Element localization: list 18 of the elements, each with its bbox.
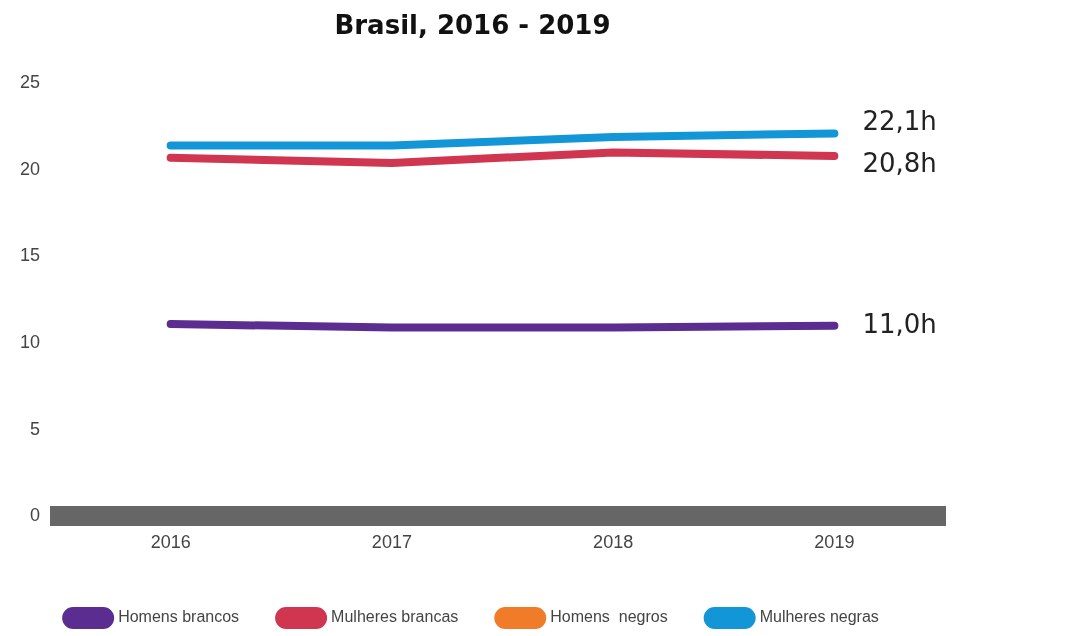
y-tick-label: 5 — [30, 418, 41, 439]
data-label: 22,1h — [862, 106, 937, 137]
legend-label: Mulheres negras — [759, 608, 879, 626]
data-label: 11,0h — [862, 308, 937, 339]
x-tick-label: 2017 — [371, 532, 412, 553]
x-tick-label: 2016 — [150, 532, 191, 553]
y-tick-label: 10 — [19, 332, 41, 353]
legend-label: Homens brancos — [118, 608, 240, 626]
x-tick-label: 2018 — [593, 532, 634, 553]
data-label: 20,8h — [862, 148, 937, 179]
x-tick-label: 2019 — [814, 532, 855, 553]
y-tick-label: 15 — [19, 245, 41, 266]
legend-label: Homens negros — [550, 608, 668, 626]
y-tick-label: 0 — [30, 505, 41, 526]
y-tick-label: 20 — [19, 158, 41, 179]
y-tick-label: 25 — [19, 72, 41, 93]
legend-label: Mulheres brancas — [331, 608, 459, 626]
chart-title: Brasil, 2016 - 2019 — [334, 10, 611, 41]
